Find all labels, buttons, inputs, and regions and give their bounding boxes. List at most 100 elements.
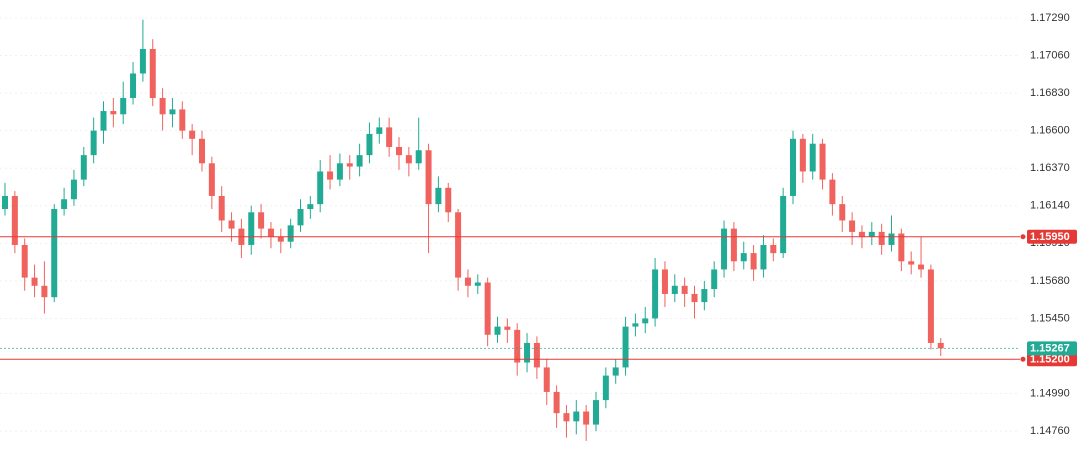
candle-body — [120, 97, 127, 115]
y-tick-label: 1.14760 — [1030, 425, 1070, 437]
candle-body — [425, 150, 432, 205]
price-line-dot — [1020, 356, 1026, 362]
candle-body — [721, 228, 728, 270]
candle-body — [169, 109, 176, 115]
candle-body — [829, 179, 836, 205]
candle-body — [21, 244, 28, 278]
y-tick-label: 1.16600 — [1030, 125, 1070, 137]
y-tick-label: 1.16140 — [1030, 200, 1070, 212]
candle-body — [858, 231, 865, 237]
candle-body — [455, 212, 462, 278]
price-label-bg — [1027, 229, 1077, 244]
price-label: 1.15267 — [1030, 343, 1070, 355]
candle-body — [652, 269, 659, 319]
candle-body — [41, 285, 48, 298]
candle-body — [711, 269, 718, 290]
candle-body — [770, 244, 777, 254]
candle-body — [277, 236, 284, 242]
price-label: 1.15950 — [1030, 231, 1070, 243]
candle-body — [297, 209, 304, 226]
candle-body — [691, 293, 698, 303]
candle-body — [849, 220, 856, 232]
candle-body — [228, 220, 235, 229]
candle-body — [494, 326, 501, 335]
candle-body — [474, 282, 481, 286]
candle-body — [248, 212, 255, 245]
candle-body — [671, 285, 678, 294]
candle-body — [61, 199, 68, 210]
candle-body — [642, 318, 649, 324]
candle-body — [100, 111, 107, 131]
candle-body — [139, 48, 146, 74]
candle-body — [868, 231, 875, 237]
candle-body — [208, 163, 215, 196]
candle-body — [2, 195, 8, 210]
candle-body — [130, 73, 137, 98]
y-tick-label: 1.17060 — [1030, 49, 1070, 61]
candle-body — [484, 282, 491, 335]
candle-body — [435, 187, 442, 205]
candle-body — [70, 179, 77, 200]
candle-body — [839, 204, 846, 221]
candle-body — [110, 111, 117, 115]
candle-body — [524, 342, 531, 363]
candle-body — [317, 171, 324, 205]
candle-body — [730, 228, 737, 262]
candle-body — [415, 150, 422, 164]
candle-body — [80, 155, 87, 180]
candle-body — [937, 342, 944, 349]
candle-body — [622, 326, 629, 368]
candle-body — [307, 204, 314, 210]
candle-body — [149, 48, 156, 98]
candle-body — [790, 138, 796, 196]
candle-body — [799, 138, 806, 172]
candle-body — [267, 228, 274, 237]
candle-body — [898, 233, 905, 262]
price-label-bg — [1027, 341, 1077, 356]
candle-body — [888, 233, 895, 245]
candle-body — [661, 269, 668, 294]
price-label-bg — [1027, 352, 1077, 367]
candle-body — [632, 323, 639, 327]
candle-body — [878, 231, 885, 245]
candle-body — [179, 109, 186, 131]
candle-body — [189, 130, 196, 139]
candle-body — [51, 209, 58, 298]
candle-body — [258, 212, 265, 229]
candle-body — [445, 187, 452, 213]
candle-body — [514, 329, 521, 363]
candle-body — [583, 411, 590, 425]
candle-body — [908, 261, 915, 265]
candle-body — [533, 342, 540, 368]
candle-body — [504, 326, 511, 330]
candle-body — [553, 391, 560, 414]
y-tick-label: 1.16830 — [1030, 87, 1070, 99]
candle-body — [573, 411, 580, 422]
candle-body — [159, 97, 166, 115]
candle-body — [760, 244, 767, 270]
candle-body — [464, 277, 471, 286]
y-tick-label: 1.15680 — [1030, 275, 1070, 287]
candle-body — [563, 413, 570, 422]
candle-body — [809, 143, 816, 172]
candle-body — [819, 143, 826, 180]
candle-body — [376, 127, 383, 134]
candle-body — [780, 195, 787, 254]
candle-body — [750, 253, 757, 270]
candle-body — [396, 146, 402, 156]
candle-body — [681, 285, 688, 294]
candle-body — [90, 130, 97, 156]
candle-body — [386, 127, 393, 147]
price-label: 1.15200 — [1030, 354, 1070, 366]
candle-body — [218, 195, 225, 221]
candle-body — [612, 367, 619, 376]
y-tick-label: 1.17290 — [1030, 12, 1070, 24]
candle-body — [336, 163, 343, 180]
candle-body — [327, 171, 334, 180]
candle-body — [918, 264, 925, 270]
y-tick-label: 1.15450 — [1030, 312, 1070, 324]
candle-body — [543, 367, 550, 392]
candle-body — [199, 138, 205, 164]
price-line-dot — [1020, 234, 1026, 240]
